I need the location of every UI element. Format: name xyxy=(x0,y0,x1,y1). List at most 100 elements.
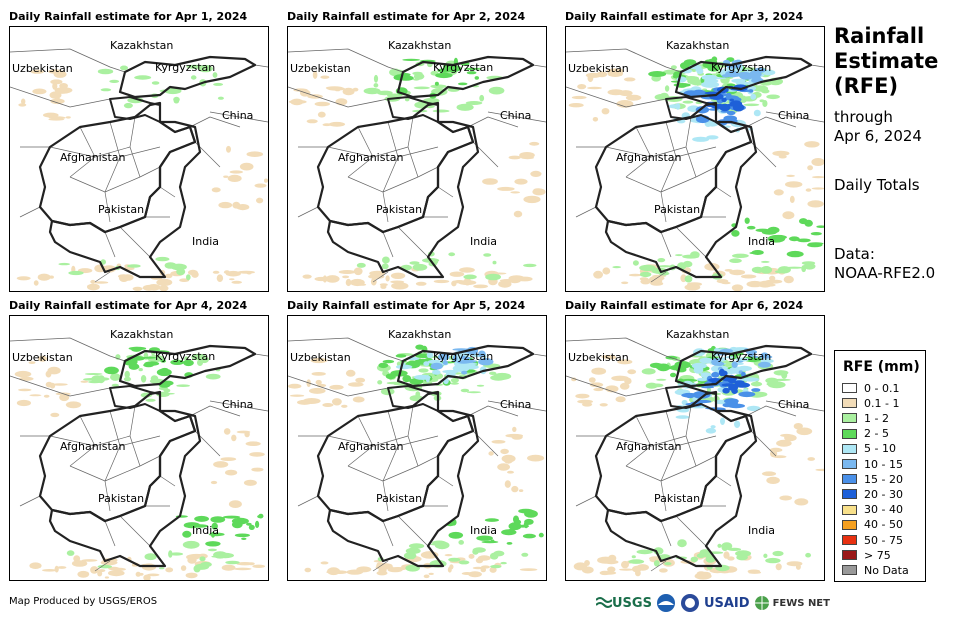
tajikistan-border xyxy=(665,385,717,412)
rainfall-patch xyxy=(254,183,267,188)
rainfall-patch xyxy=(356,262,366,268)
rainfall-patch xyxy=(409,553,416,560)
rainfall-patch xyxy=(746,405,761,412)
china-label: China xyxy=(222,109,253,122)
province-border xyxy=(347,176,419,193)
rainfall-patch xyxy=(415,281,427,286)
rainfall-patch xyxy=(187,269,198,276)
rainfall-patch xyxy=(445,371,457,374)
rainfall-patch xyxy=(789,195,795,203)
rainfall-patch xyxy=(724,356,735,359)
province-border xyxy=(297,495,319,507)
rainfall-patch xyxy=(191,524,209,528)
rainfall-patch xyxy=(799,218,808,225)
rainfall-patch xyxy=(680,378,698,382)
rainfall-patch xyxy=(90,566,99,574)
rainfall-patch xyxy=(621,281,629,285)
rainfall-patch xyxy=(450,378,459,383)
legend-item: 0.1 - 1 xyxy=(842,396,899,410)
rainfall-patch xyxy=(456,360,471,364)
province-border xyxy=(382,191,389,223)
afghanistan-label: Afghanistan xyxy=(60,440,126,453)
rainfall-patch xyxy=(239,162,254,171)
rainfall-patch xyxy=(223,175,229,178)
rainfall-patch xyxy=(765,557,781,564)
rainfall-patch xyxy=(223,515,241,519)
afghanistan-border xyxy=(594,101,753,234)
rainfall-patch xyxy=(731,361,738,368)
rainfall-patch xyxy=(488,451,494,456)
rainfall-patch xyxy=(466,71,477,75)
usgs-logo: USGS xyxy=(596,596,652,611)
rainfall-patch xyxy=(325,275,340,283)
rainfall-patch xyxy=(608,554,617,562)
province-border xyxy=(675,146,717,158)
rainfall-patch xyxy=(483,253,492,257)
province-border xyxy=(119,226,151,258)
rainfall-patch xyxy=(468,571,482,578)
afghanistan-border xyxy=(316,390,475,523)
province-border xyxy=(19,206,41,218)
rainfall-patch xyxy=(342,275,350,279)
rainfall-patch xyxy=(380,284,387,289)
rainfall-patch xyxy=(530,170,542,177)
rainfall-patch xyxy=(68,270,84,276)
afghanistan-border xyxy=(316,101,475,234)
map-graphic: Kazakhstan Uzbekistan Kyrgyzstan China Afgha… xyxy=(10,39,268,291)
rainfall-patch xyxy=(653,560,660,567)
rainfall-patch xyxy=(490,564,502,569)
through-text: through xyxy=(834,108,893,126)
kyrgyzstan-border xyxy=(118,55,257,99)
legend-swatch xyxy=(842,535,857,545)
rainfall-patch xyxy=(804,141,820,148)
rainfall-patch xyxy=(631,555,636,559)
rainfall-patch xyxy=(194,515,210,522)
rainfall-patch xyxy=(786,266,803,269)
rainfall-patch xyxy=(155,256,170,262)
rainfall-patch xyxy=(464,67,481,70)
afghanistan-label: Afghanistan xyxy=(60,151,126,164)
rainfall-patch xyxy=(200,561,212,568)
kazakhstan-label: Kazakhstan xyxy=(388,328,451,341)
dhs-seal-icon xyxy=(680,594,699,612)
province-border xyxy=(675,515,707,547)
rainfall-patch xyxy=(655,366,674,370)
rainfall-patch xyxy=(767,226,780,234)
rainfall-patch xyxy=(97,68,114,75)
rainfall-patch xyxy=(808,242,824,245)
rainfall-patch xyxy=(213,82,224,86)
rainfall-patch xyxy=(605,385,619,393)
rainfall-patch xyxy=(442,360,448,365)
india-label: India xyxy=(470,235,497,248)
province-border xyxy=(94,146,131,158)
rainfall-patch xyxy=(786,174,795,177)
rainfall-patch xyxy=(346,569,364,575)
rainfall-patch xyxy=(369,270,386,276)
rainfall-patch xyxy=(641,368,656,375)
rainfall-patch xyxy=(427,359,443,364)
rainfall-patch xyxy=(207,548,217,552)
province-border xyxy=(49,435,96,447)
rainfall-patch xyxy=(37,273,51,281)
rainfall-patch xyxy=(423,574,430,579)
rainfall-patch xyxy=(164,273,173,279)
province-border xyxy=(467,405,519,417)
rainfall-patch xyxy=(252,564,266,568)
rainfall-patch xyxy=(160,359,166,363)
province-border xyxy=(685,116,697,178)
rainfall-patch xyxy=(760,260,770,263)
rainfall-patch xyxy=(627,369,637,375)
rainfall-patch xyxy=(727,556,735,561)
pakistan-border xyxy=(326,409,480,568)
rainfall-patch xyxy=(639,271,652,278)
rainfall-patch xyxy=(110,373,121,381)
tajikistan-border xyxy=(387,385,439,412)
rainfall-patch xyxy=(807,165,813,171)
rainfall-patch xyxy=(726,103,742,107)
province-border xyxy=(189,405,241,417)
rainfall-patch xyxy=(747,569,761,574)
province-border xyxy=(94,271,111,283)
province-border xyxy=(397,435,439,447)
pakistan-label: Pakistan xyxy=(98,203,144,216)
rainfall-patch xyxy=(762,266,771,271)
